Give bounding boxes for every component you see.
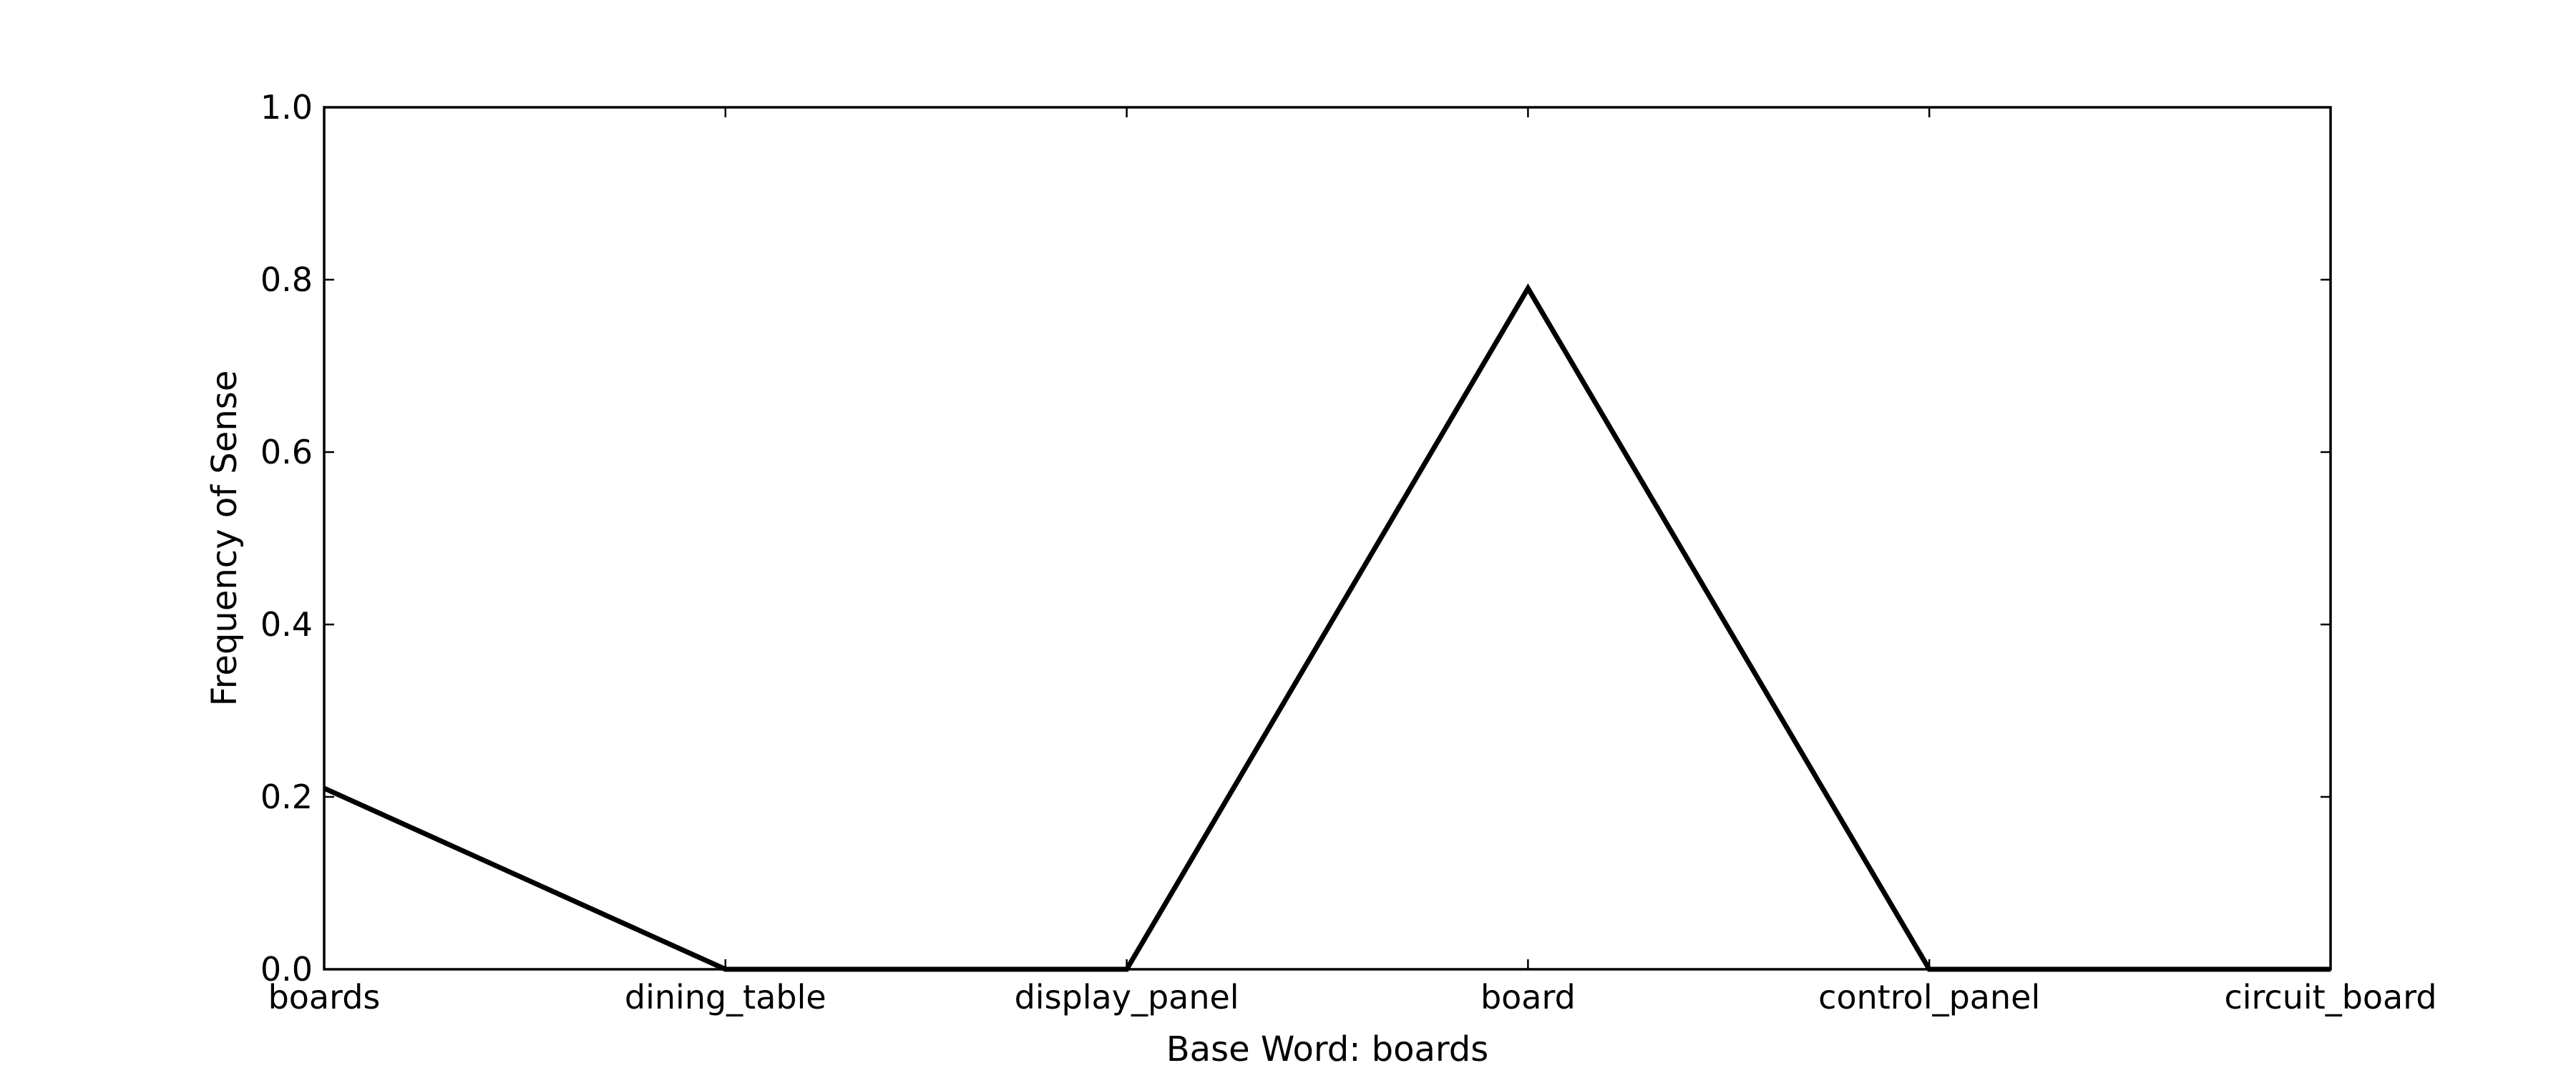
y-tick-label: 1.0: [260, 88, 313, 127]
y-tick-label: 0.4: [260, 605, 313, 644]
x-tick-label: board: [1480, 978, 1576, 1016]
labels-layer: Base Word: boards Frequency of Sense 0.0…: [205, 88, 2437, 1069]
x-axis-label: Base Word: boards: [1166, 1029, 1489, 1069]
x-tick-label: control_panel: [1818, 978, 2040, 1016]
y-axis-label: Frequency of Sense: [205, 371, 245, 707]
series-line-0: [323, 283, 2331, 972]
x-tick-label: boards: [268, 978, 381, 1016]
series-layer: [323, 283, 2331, 972]
plot-frame: [323, 106, 2332, 971]
ticks-layer: [323, 106, 2332, 971]
x-tick-label: display_panel: [1015, 978, 1239, 1016]
x-tick-label: dining_table: [625, 978, 826, 1016]
y-tick-label: 0.6: [260, 433, 313, 471]
y-tick-label: 0.0: [260, 950, 313, 989]
y-tick-label: 0.8: [260, 260, 313, 299]
y-tick-label: 0.2: [260, 778, 313, 816]
x-tick-label: circuit_board: [2224, 978, 2436, 1016]
